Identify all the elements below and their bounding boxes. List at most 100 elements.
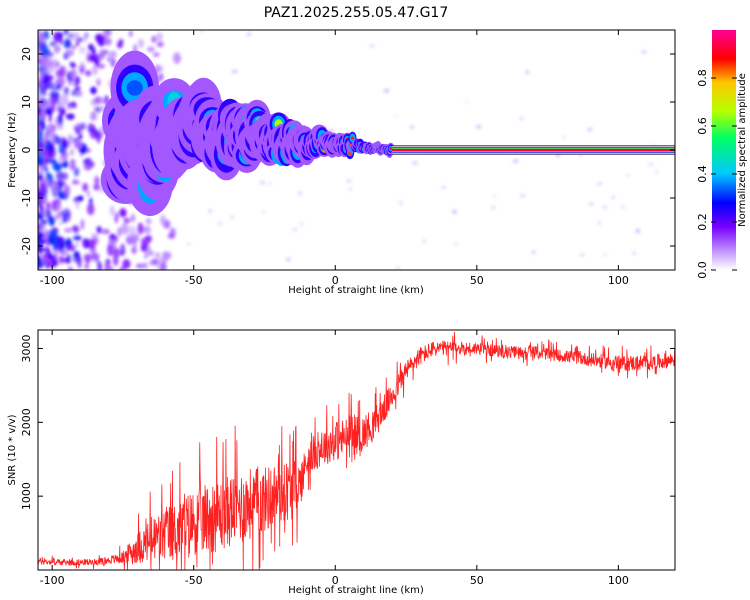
spectrogram-noise-blob	[49, 229, 58, 237]
spectrogram-noise-blob	[88, 123, 93, 129]
spectrogram-noise-speck	[346, 179, 352, 184]
spectrogram-noise-blob	[43, 254, 47, 265]
spectrogram-noise-speck	[648, 162, 654, 167]
spectrogram-noise-blob	[82, 238, 89, 248]
spectrogram-noise-blob	[58, 221, 64, 226]
spectrogram-noise-speck	[423, 238, 426, 244]
spectrogram-noise-blob	[63, 209, 70, 215]
spectrogram-noise-blob	[78, 46, 86, 54]
spectrogram-noise-blob	[46, 202, 51, 210]
spectrogram-noise-speck	[262, 209, 265, 214]
spectrogram-y-ticks: -20 -10 0 10 20	[20, 47, 675, 255]
spectrogram-noise-blob	[108, 50, 117, 59]
spectrogram-noise-speck	[520, 194, 526, 198]
spectrogram-noise-blob	[53, 45, 58, 54]
spectrogram-noise-blob	[58, 180, 66, 187]
spectrogram-noise-blob	[71, 45, 76, 50]
spectrogram-noise-blob	[58, 155, 66, 164]
spectrogram-noise-blob	[109, 266, 114, 270]
spectrogram-noise-blob	[38, 91, 41, 101]
spectrogram-noise-blob	[94, 106, 102, 113]
spectrogram-noise-blob	[70, 148, 74, 156]
spectrogram-noise-blob	[64, 228, 73, 233]
spectrogram-noise-blob	[156, 41, 164, 47]
spectrogram-noise-blob	[38, 243, 43, 255]
spectrogram-x-ticks: -100 -50 0 50 100	[40, 30, 629, 287]
spectrogram-noise-blob	[55, 170, 63, 182]
spectrogram-y-label: Frequency (Hz)	[7, 112, 18, 188]
spectrogram-noise-speck	[598, 220, 601, 226]
spectrogram-carrier-blob	[350, 136, 355, 140]
spectrogram-noise-blob	[54, 62, 61, 67]
spectrogram-noise-blob	[99, 98, 106, 104]
spectrogram-noise-blob	[67, 140, 72, 148]
spectrogram-noise-blob	[90, 99, 97, 106]
spectrogram-noise-blob	[128, 225, 137, 238]
spectrogram-noise-blob	[92, 64, 98, 76]
spectrogram-noise-blob	[68, 81, 72, 86]
spectrogram-noise-blob	[96, 226, 102, 234]
spectrogram-noise-blob	[71, 31, 80, 42]
spectrogram-noise-blob	[157, 65, 164, 72]
spectrogram-noise-blob	[75, 90, 83, 98]
spectrogram-noise-speck	[394, 114, 398, 117]
spectrogram-noise-blob	[58, 65, 67, 78]
spectrogram-noise-blob	[44, 71, 49, 82]
spectrogram-noise-blob	[91, 134, 100, 139]
x-tick-label: 0	[332, 574, 339, 587]
spectrogram-noise-blob	[147, 246, 152, 257]
spectrogram-noise-speck	[596, 182, 603, 185]
spectrogram-noise-blob	[144, 228, 151, 235]
spectrogram-noise-blob	[130, 213, 135, 223]
spectrogram-noise-blob	[48, 220, 55, 226]
spectrogram-noise-blob	[52, 162, 62, 172]
x-tick-label: 50	[470, 574, 484, 587]
spectrogram-noise-blob	[83, 162, 93, 171]
snr-panel: -100 -50 0 50 100 1000 2000 3000 Height of str…	[7, 329, 676, 596]
spectrogram-noise-speck	[492, 195, 496, 198]
x-tick-label: 50	[470, 274, 484, 287]
colorbar-tick-label: 0.2	[696, 213, 709, 231]
spectrogram-noise-blob	[107, 56, 111, 62]
spectrogram-noise-blob	[38, 231, 43, 241]
spectrogram-noise-blob	[82, 182, 89, 192]
spectrogram-noise-blob	[46, 209, 51, 221]
spectrogram-noise-blob	[44, 99, 49, 110]
spectrogram-noise-blob	[65, 253, 72, 265]
spectrogram-noise-blob	[63, 184, 71, 197]
spectrogram-noise-speck	[641, 50, 647, 54]
spectrogram-noise-blob	[129, 30, 133, 37]
spectrogram-noise-speck	[627, 173, 630, 178]
spectrogram-noise-blob	[151, 258, 159, 266]
spectrogram-noise-blob	[117, 227, 122, 237]
spectrogram-noise-blob	[70, 63, 77, 69]
spectrogram-noise-speck	[602, 205, 608, 210]
spectrogram-noise-blob	[72, 225, 79, 231]
spectrogram-noise-blob	[137, 222, 144, 235]
spectrogram-noise-speck	[259, 181, 266, 185]
spectrogram-noise-blob	[90, 86, 97, 95]
spectrogram-noise-blob	[49, 41, 58, 47]
spectrogram-noise-blob	[38, 122, 42, 133]
spectrogram-noise-blob	[38, 31, 45, 43]
spectrogram-noise-speck	[369, 44, 375, 48]
spectrogram-noise-blob	[46, 78, 53, 90]
colorbar-tick-label: 0.6	[696, 117, 709, 135]
spectrogram-noise-speck	[588, 202, 595, 206]
spectrogram-noise-blob	[97, 261, 102, 270]
spectrogram-noise-blob	[75, 201, 80, 210]
spectrogram-noise-blob	[162, 251, 169, 263]
spectrogram-noise-speck	[292, 228, 298, 232]
spectrogram-noise-blob	[84, 263, 90, 270]
spectrogram-noise-blob	[41, 115, 46, 122]
spectrogram-noise-blob	[38, 103, 45, 108]
spectrogram-noise-blob	[65, 245, 74, 251]
spectrogram-noise-speck	[519, 117, 524, 121]
spectrogram-noise-blob	[42, 87, 47, 97]
spectrogram-noise-blob	[39, 166, 44, 173]
spectrogram-noise-blob	[38, 30, 41, 40]
snr-frame	[37, 329, 676, 571]
spectrogram-noise-blob	[91, 129, 101, 136]
spectrogram-noise-blob	[47, 234, 55, 245]
spectrogram-carrier	[100, 50, 675, 217]
